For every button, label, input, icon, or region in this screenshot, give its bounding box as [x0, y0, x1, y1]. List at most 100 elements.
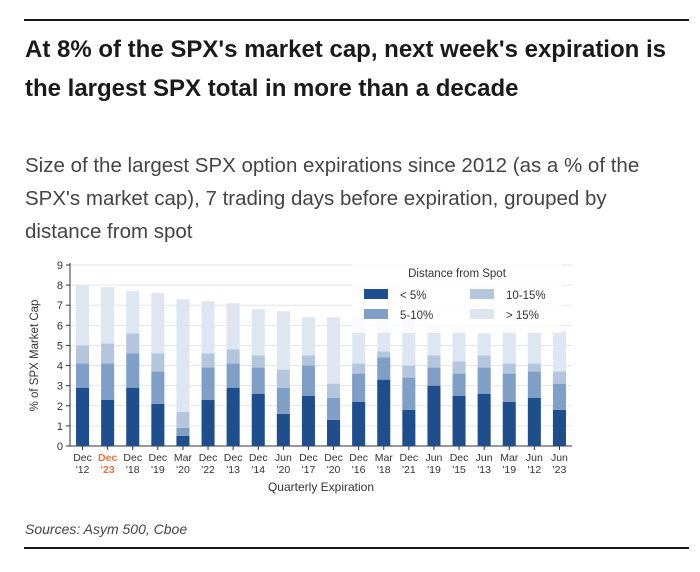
x-tick-label-year: '18: [126, 464, 140, 476]
bar-segment-2: [176, 427, 190, 436]
bar-segment-2: [452, 373, 466, 396]
bar-segment-2: [151, 371, 165, 404]
bar-segment-2: [226, 363, 240, 388]
bar-segment-3: [76, 345, 90, 364]
x-tick-label-year: '21: [402, 464, 416, 476]
x-tick-label-year: '13: [477, 464, 491, 476]
bar-segment-1: [352, 401, 366, 446]
bar-segment-2: [402, 377, 416, 410]
bar-segment-1: [402, 409, 416, 446]
x-tick-label-month: Mar: [174, 452, 193, 464]
bar-segment-3: [251, 355, 265, 368]
bar-segment-4: [176, 299, 190, 412]
x-tick-label-month: Jun: [425, 452, 442, 464]
legend-swatch-2: [364, 309, 388, 319]
legend-label-4: > 15%: [506, 310, 539, 322]
bar-segment-2: [76, 363, 90, 388]
source-note: Sources: Asym 500, Cboe: [25, 521, 188, 537]
bar-segment-4: [151, 293, 165, 354]
bar-segment-4: [301, 317, 315, 356]
bar-segment-4: [527, 331, 541, 364]
y-tick-label: 7: [57, 300, 63, 312]
bar-segment-4: [126, 291, 140, 334]
x-tick-label-month: Dec: [73, 452, 92, 464]
chart-title: At 8% of the SPX's market cap, next week…: [25, 36, 666, 102]
x-tick-label-year: '23: [553, 464, 567, 476]
bar-segment-3: [176, 411, 190, 428]
x-tick-label-year: '22: [201, 464, 215, 476]
bar-segment-2: [502, 373, 516, 402]
bar-segment-2: [126, 353, 140, 388]
y-tick-label: 9: [57, 260, 63, 272]
y-tick-label: 2: [57, 401, 63, 413]
bar-segment-4: [502, 329, 516, 364]
x-tick-label-year: '19: [151, 464, 165, 476]
y-tick-label: 6: [57, 320, 63, 332]
bar-segment-1: [101, 399, 115, 446]
bar-segment-2: [477, 367, 491, 394]
bar-segment-1: [427, 385, 441, 446]
x-tick-label-year: '12: [76, 464, 90, 476]
bar-segment-1: [301, 395, 315, 446]
y-tick-label: 3: [57, 381, 63, 393]
x-tick-label-year: '12: [528, 464, 542, 476]
x-tick-label-month: Dec: [98, 452, 117, 464]
x-tick-label-year: '19: [427, 464, 441, 476]
bar-segment-1: [176, 435, 190, 446]
stacked-bar-chart: 0123456789Dec'12Dec'23Dec'18Dec'19Mar'20…: [29, 260, 572, 494]
x-tick-label-year: '20: [327, 464, 341, 476]
x-tick-label-month: Dec: [123, 452, 142, 464]
bar-segment-1: [552, 409, 566, 446]
bar-segment-3: [452, 361, 466, 374]
x-tick-label-month: Mar: [500, 452, 519, 464]
x-tick-label-month: Dec: [249, 452, 268, 464]
legend-swatch-3: [470, 289, 494, 299]
x-tick-label-month: Jun: [275, 452, 292, 464]
x-tick-label-year: '16: [352, 464, 366, 476]
x-tick-label-month: Dec: [149, 452, 168, 464]
bar-segment-3: [477, 355, 491, 368]
x-tick-label-month: Dec: [324, 452, 343, 464]
bar-segment-4: [477, 333, 491, 356]
bar-segment-3: [226, 349, 240, 364]
bar-segment-3: [276, 369, 290, 388]
x-tick-label-month: Dec: [199, 452, 218, 464]
x-tick-label-year: '23: [101, 464, 115, 476]
bar-segment-1: [226, 387, 240, 446]
x-axis-title: Quarterly Expiration: [268, 480, 374, 494]
bar-segment-1: [151, 403, 165, 446]
x-tick-label-year: '13: [226, 464, 240, 476]
bar-segment-4: [276, 311, 290, 370]
y-tick-label: 8: [57, 280, 63, 292]
bar-segment-3: [101, 343, 115, 364]
x-tick-label-year: '18: [377, 464, 391, 476]
x-tick-label-year: '14: [251, 464, 265, 476]
legend-swatch-4: [470, 309, 494, 319]
bar-segment-3: [301, 355, 315, 366]
bar-segment-1: [327, 419, 341, 446]
bar-segment-2: [276, 387, 290, 414]
bar-segment-4: [76, 285, 90, 346]
legend-label-2: 5-10%: [400, 310, 433, 322]
legend-label-3: 10-15%: [506, 290, 546, 302]
bar-segment-2: [552, 383, 566, 410]
bar-segment-2: [327, 397, 341, 420]
x-tick-label-month: Dec: [224, 452, 243, 464]
bar-segment-1: [276, 413, 290, 446]
x-tick-label-year: '17: [302, 464, 316, 476]
x-tick-label-month: Dec: [299, 452, 318, 464]
bar-segment-3: [151, 353, 165, 372]
bar-segment-4: [552, 331, 566, 372]
bar-segment-3: [552, 371, 566, 384]
x-tick-label-month: Dec: [450, 452, 469, 464]
top-rule: [24, 19, 689, 21]
bar-segment-4: [201, 301, 215, 354]
x-tick-label-month: Jun: [526, 452, 543, 464]
x-tick-label-month: Mar: [375, 452, 394, 464]
y-tick-label: 1: [57, 421, 63, 433]
bar-segment-4: [226, 303, 240, 350]
bar-segment-2: [377, 357, 391, 380]
bar-segment-1: [126, 387, 140, 446]
bar-segment-4: [452, 329, 466, 362]
y-tick-label: 5: [57, 340, 63, 352]
